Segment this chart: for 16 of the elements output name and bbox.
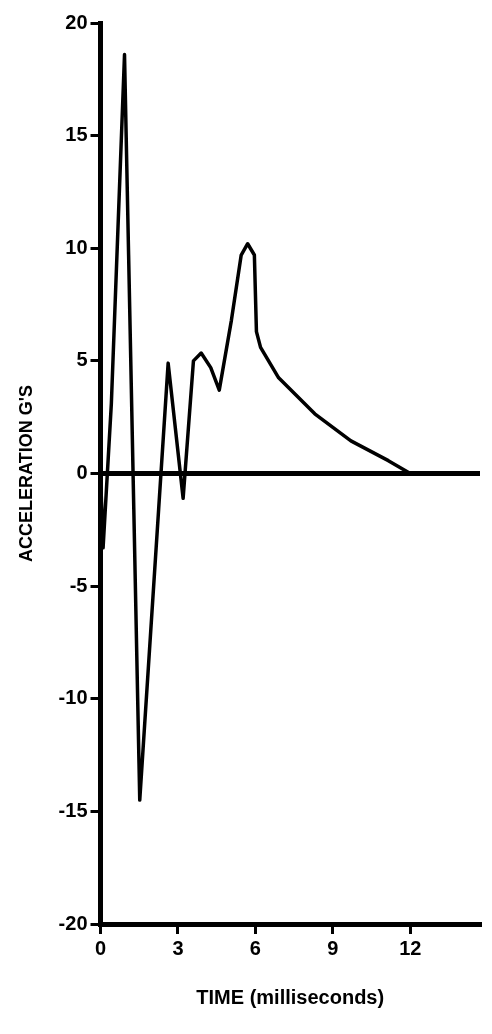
y-tick-label: -10 (58, 686, 88, 709)
x-tick-label: 9 (327, 936, 339, 959)
y-tick-label: 5 (76, 348, 88, 371)
y-tick-label: 15 (65, 123, 88, 146)
y-tick-label: 10 (65, 235, 88, 258)
x-tick-label: 0 (94, 936, 107, 959)
x-axis-title: TIME (milliseconds) (196, 985, 385, 1008)
y-tick-label: 20 (65, 10, 88, 33)
y-tick-label: 0 (76, 461, 88, 484)
y-tick-label: -15 (58, 798, 88, 821)
y-tick-label: -5 (69, 573, 88, 596)
x-tick-label: 12 (399, 936, 422, 959)
y-axis-title: ACCELERATION G'S (15, 385, 36, 562)
y-tick-label: -20 (58, 911, 88, 934)
x-tick-label: 3 (172, 936, 184, 959)
x-tick-label: 6 (249, 936, 261, 959)
